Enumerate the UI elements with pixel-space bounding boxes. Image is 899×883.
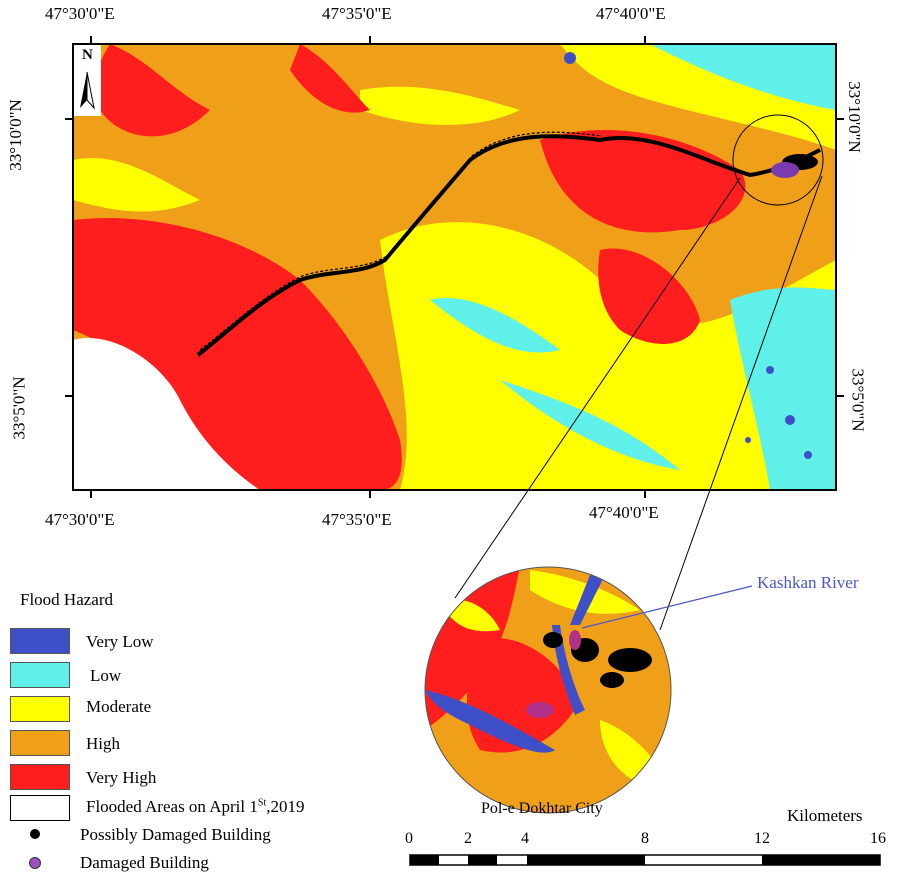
river-pointer-line (581, 585, 753, 629)
scale-tick-8: 8 (641, 830, 649, 847)
possibly-damaged-marker-icon (30, 829, 40, 839)
legend-title: Flood Hazard (20, 590, 114, 609)
legend-label-flooded: Flooded Areas on April 1St,2019 (86, 797, 305, 816)
bottom-lon-label-2: 47°35'0"E (322, 510, 392, 529)
top-lon-label-3: 47°40'0"E (596, 4, 666, 23)
scale-tick-0: 0 (405, 830, 413, 847)
top-lon-label-1: 47°30'0"E (45, 4, 115, 23)
legend-swatch-very-low (10, 628, 70, 654)
top-lon-label-2: 47°35'0"E (322, 4, 392, 23)
scale-tick-12: 12 (754, 830, 770, 847)
legend-swatch-high (10, 730, 70, 756)
north-label: N (82, 47, 93, 63)
river-label: Kashkan River (757, 573, 859, 592)
legend-label-very-low: Very Low (86, 632, 154, 651)
legend-label-high: High (86, 734, 120, 753)
legend-swatch-moderate (10, 696, 70, 722)
legend-swatch-flooded (10, 795, 70, 821)
legend-swatch-low (10, 662, 70, 688)
legend-label-low: Low (90, 666, 122, 685)
legend-label-moderate: Moderate (86, 697, 152, 716)
scale-tick-2: 2 (464, 830, 472, 847)
legend-label-damaged: Damaged Building (80, 853, 209, 872)
bottom-lon-label-3: 47°40'0"E (589, 503, 659, 522)
scale-unit: Kilometers (787, 806, 863, 825)
legend-label-very-high: Very High (86, 768, 157, 787)
hazard-raster (73, 44, 836, 490)
bottom-lon-label-1: 47°30'0"E (45, 510, 115, 529)
scale-bar (409, 854, 881, 866)
scale-tick-4: 4 (521, 830, 529, 847)
scale-tick-16: 16 (870, 830, 886, 847)
inset-map (425, 567, 671, 813)
north-arrow-icon (80, 71, 95, 110)
city-label: Pol-e Dokhtar City (481, 800, 603, 817)
damaged-marker-icon (29, 857, 41, 869)
legend-swatch-very-high (10, 764, 70, 790)
legend-label-possibly-damaged: Possibly Damaged Building (80, 825, 271, 844)
